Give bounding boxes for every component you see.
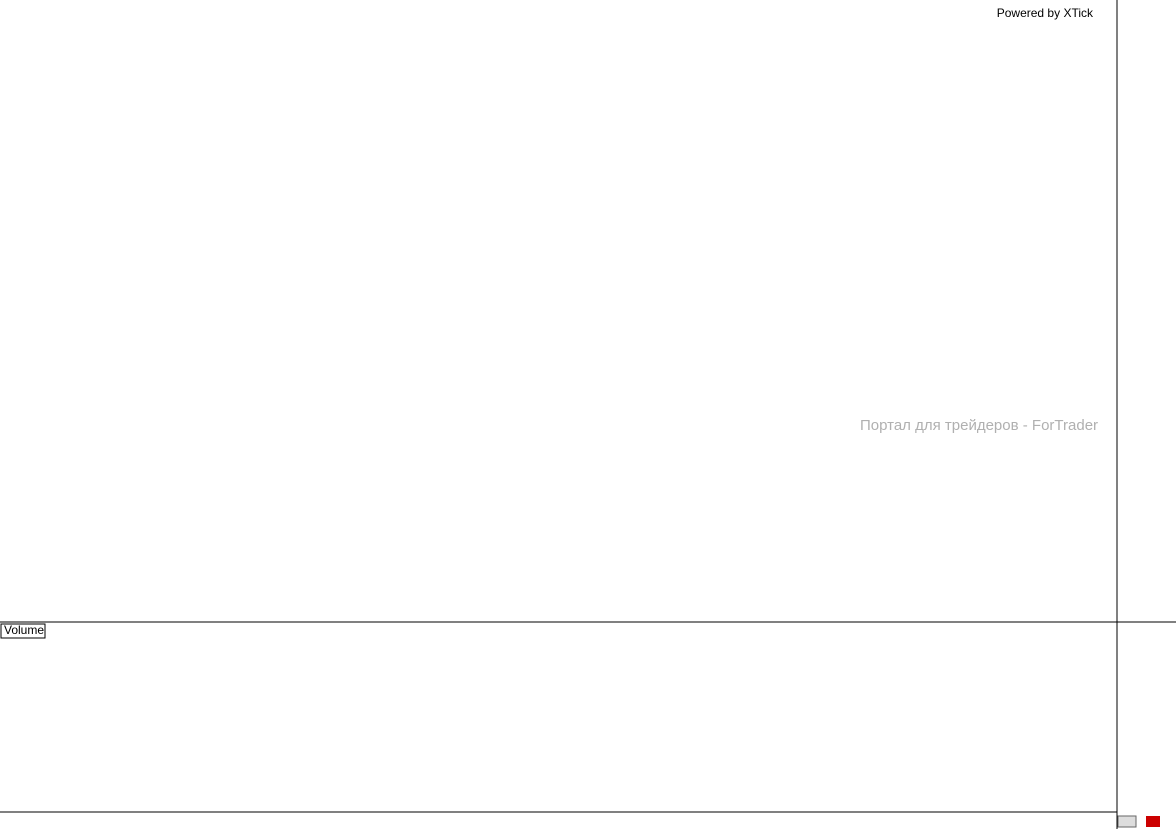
exit-icon[interactable] [1146,816,1160,827]
credit: Powered by XTick [997,6,1094,20]
watermark: Портал для трейдеров - ForTrader [860,417,1098,434]
volume-label: Volume [4,623,44,637]
scroll-icon[interactable] [1117,815,1137,828]
volume-label-box [0,623,46,639]
